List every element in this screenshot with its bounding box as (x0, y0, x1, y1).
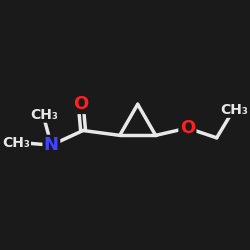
Text: CH₃: CH₃ (2, 136, 30, 150)
Text: CH₃: CH₃ (30, 108, 58, 122)
Text: N: N (44, 136, 59, 154)
Text: CH₃: CH₃ (220, 103, 248, 117)
Text: O: O (73, 95, 88, 113)
Text: O: O (180, 119, 195, 137)
